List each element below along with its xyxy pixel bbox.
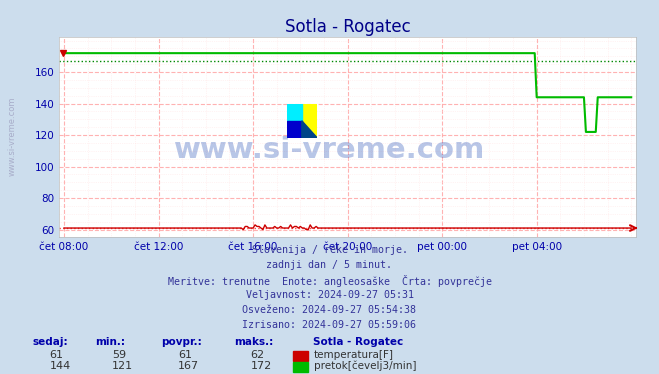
Text: www.si-vreme.com: www.si-vreme.com bbox=[8, 97, 17, 176]
Text: Veljavnost: 2024-09-27 05:31: Veljavnost: 2024-09-27 05:31 bbox=[246, 290, 413, 300]
Text: 61: 61 bbox=[49, 350, 63, 360]
Bar bbox=[293, 351, 308, 361]
Title: Sotla - Rogatec: Sotla - Rogatec bbox=[285, 18, 411, 36]
Text: Osveženo: 2024-09-27 05:54:38: Osveženo: 2024-09-27 05:54:38 bbox=[243, 305, 416, 315]
Polygon shape bbox=[302, 121, 317, 138]
Text: 144: 144 bbox=[49, 361, 71, 371]
Polygon shape bbox=[287, 121, 302, 138]
Text: Meritve: trenutne  Enote: angleosaške  Črta: povprečje: Meritve: trenutne Enote: angleosaške Črt… bbox=[167, 275, 492, 287]
Text: maks.:: maks.: bbox=[234, 337, 273, 347]
Text: 167: 167 bbox=[178, 361, 199, 371]
Bar bbox=[293, 362, 308, 372]
Text: Sotla - Rogatec: Sotla - Rogatec bbox=[313, 337, 403, 347]
Text: sedaj:: sedaj: bbox=[33, 337, 69, 347]
Text: povpr.:: povpr.: bbox=[161, 337, 202, 347]
Text: Slovenija / reke in morje.: Slovenija / reke in morje. bbox=[252, 245, 407, 255]
Text: 121: 121 bbox=[112, 361, 133, 371]
Text: min.:: min.: bbox=[96, 337, 126, 347]
Text: www.si-vreme.com: www.si-vreme.com bbox=[174, 136, 485, 163]
Text: Izrisano: 2024-09-27 05:59:06: Izrisano: 2024-09-27 05:59:06 bbox=[243, 320, 416, 330]
Text: pretok[čevelj3/min]: pretok[čevelj3/min] bbox=[314, 361, 416, 371]
Text: 62: 62 bbox=[250, 350, 264, 360]
Text: zadnji dan / 5 minut.: zadnji dan / 5 minut. bbox=[266, 260, 393, 270]
Text: 59: 59 bbox=[112, 350, 126, 360]
Bar bbox=[302, 104, 317, 138]
Text: 172: 172 bbox=[250, 361, 272, 371]
Text: 61: 61 bbox=[178, 350, 192, 360]
Polygon shape bbox=[287, 104, 302, 121]
Text: temperatura[F]: temperatura[F] bbox=[314, 350, 393, 360]
